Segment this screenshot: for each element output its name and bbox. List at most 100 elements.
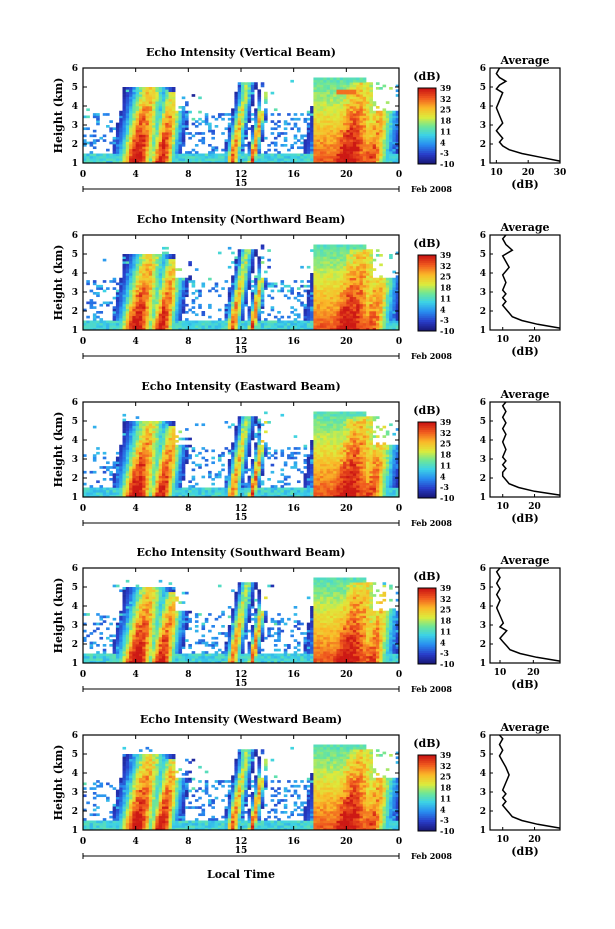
heatmap-cell — [227, 151, 232, 154]
heatmap-cell — [395, 120, 400, 123]
heatmap-cell — [86, 141, 90, 145]
heatmap-cell — [349, 117, 354, 121]
heatmap-cell — [343, 82, 347, 85]
heatmap-cell — [346, 153, 350, 157]
heatmap-cell — [211, 129, 215, 133]
heatmap-cell — [158, 91, 163, 95]
heatmap-cell — [270, 320, 275, 324]
heatmap-cell — [148, 254, 153, 257]
heatmap-cell — [132, 120, 136, 123]
heatmap-cell — [155, 94, 160, 97]
heatmap-cell — [250, 325, 255, 328]
heatmap-cell — [385, 287, 390, 290]
heatmap-cell — [188, 110, 192, 114]
heatmap-cell — [132, 485, 136, 488]
heatmap-cell — [369, 299, 373, 302]
heatmap-cell — [86, 494, 90, 498]
heatmap-cell — [306, 313, 311, 317]
y-tick-label: 2 — [72, 307, 78, 317]
heatmap-cell — [313, 106, 318, 109]
heatmap-cell — [267, 320, 271, 324]
heatmap-cell — [290, 117, 294, 121]
heatmap-cell — [313, 110, 318, 114]
heatmap-cell — [132, 494, 136, 498]
heatmap-cell — [313, 122, 318, 126]
heatmap-cell — [333, 289, 337, 293]
heatmap-cell — [366, 299, 370, 302]
heatmap-cell — [343, 146, 347, 150]
heatmap-cell — [320, 303, 324, 307]
heatmap-cell — [109, 160, 113, 164]
heatmap-cell — [362, 244, 367, 248]
panel-0: Echo Intensity (Vertical Beam)123456Heig… — [52, 46, 566, 194]
heatmap-cell — [99, 284, 104, 288]
heatmap-cell — [129, 134, 133, 138]
heatmap-cell — [254, 120, 258, 123]
heatmap-cell — [241, 98, 245, 102]
heatmap-cell — [168, 322, 173, 326]
heatmap-cell — [142, 282, 146, 286]
y-tick-label: 3 — [72, 288, 78, 298]
heatmap-cell — [356, 148, 360, 152]
heatmap-cell — [372, 117, 377, 121]
heatmap-cell — [333, 144, 337, 147]
heatmap-cell — [333, 327, 337, 331]
heatmap-cell — [168, 273, 173, 276]
heatmap-cell — [339, 108, 344, 112]
heatmap-cell — [362, 158, 367, 161]
heatmap-cell — [224, 127, 229, 131]
heatmap-cell — [129, 144, 133, 147]
heatmap-cell — [234, 94, 239, 97]
heatmap-cell — [250, 153, 255, 157]
heatmap-cell — [333, 132, 337, 135]
heatmap-cell — [92, 470, 97, 474]
heatmap-cell — [129, 461, 133, 465]
heatmap-cell — [132, 158, 136, 161]
heatmap-cell — [237, 254, 242, 257]
heatmap-cell — [175, 306, 179, 309]
heatmap-cell — [382, 303, 387, 307]
heatmap-cell — [375, 151, 380, 154]
heatmap-cell — [385, 282, 390, 286]
heatmap-cell — [115, 451, 120, 455]
heatmap-cell — [138, 106, 143, 109]
heatmap-cell — [379, 155, 383, 159]
heatmap-cell — [168, 113, 173, 116]
heatmap-cell — [316, 273, 321, 276]
heatmap-cell — [339, 89, 344, 93]
heatmap-cell — [135, 435, 140, 438]
colorbar-segment — [418, 133, 436, 136]
heatmap-cell — [135, 320, 140, 324]
heatmap-cell — [362, 139, 367, 142]
heatmap-cell — [389, 139, 393, 142]
heatmap-cell — [293, 280, 298, 283]
heatmap-cell — [339, 155, 344, 159]
heatmap-cell — [352, 303, 357, 307]
heatmap-cell — [247, 155, 252, 159]
heatmap-cell — [132, 265, 136, 269]
heatmap-cell — [389, 110, 393, 114]
heatmap-cell — [359, 263, 364, 267]
heatmap-cell — [115, 289, 120, 293]
heatmap-cell — [280, 132, 285, 135]
heatmap-cell — [283, 325, 288, 328]
colorbar-segment — [418, 116, 436, 119]
heatmap-cell — [244, 125, 248, 128]
heatmap-cell — [336, 254, 341, 257]
heatmap-cell — [362, 136, 367, 140]
heatmap-cell — [343, 129, 347, 133]
heatmap-cell — [201, 153, 206, 157]
heatmap-cell — [369, 117, 373, 121]
heatmap-cell — [217, 158, 222, 161]
heatmap-cell — [343, 325, 347, 328]
heatmap-cell — [168, 277, 173, 281]
heatmap-cell — [254, 313, 258, 317]
heatmap-cell — [267, 144, 271, 147]
heatmap-cell — [389, 301, 393, 305]
heatmap-cell — [326, 294, 331, 298]
heatmap-cell — [264, 287, 268, 290]
heatmap-cell — [260, 125, 265, 128]
colorbar-segment — [418, 120, 436, 123]
heatmap-cell — [148, 451, 153, 455]
heatmap-cell — [145, 277, 150, 281]
